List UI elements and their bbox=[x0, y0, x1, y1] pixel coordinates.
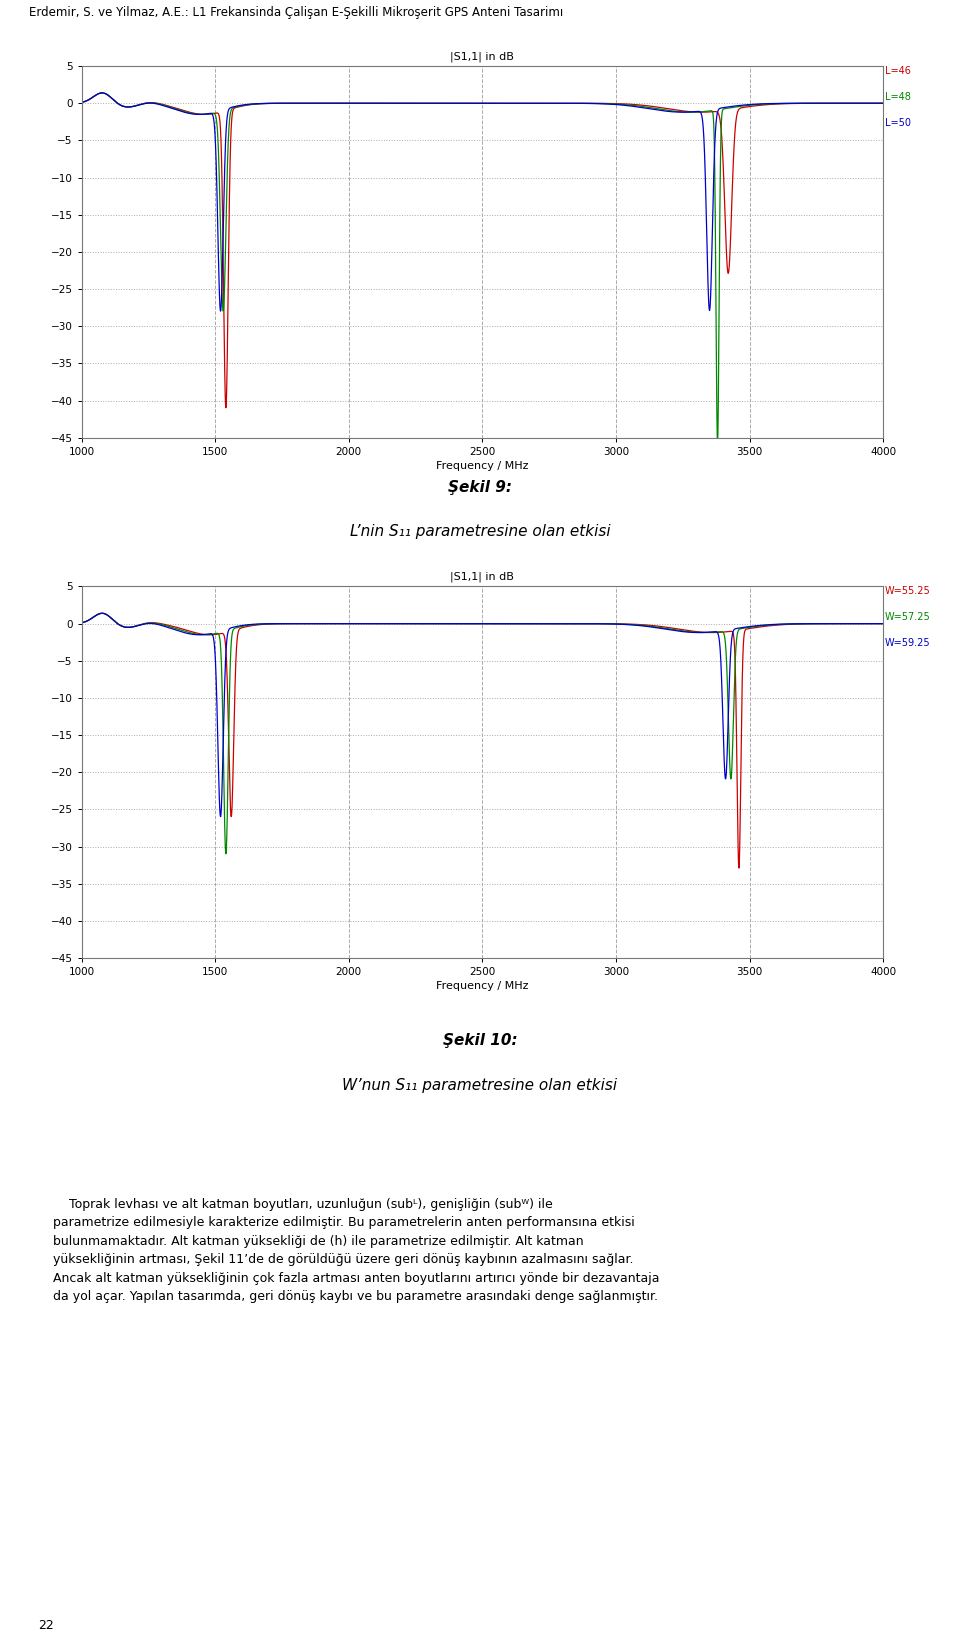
Text: L=50: L=50 bbox=[885, 119, 911, 129]
Text: L=46: L=46 bbox=[885, 66, 911, 76]
Text: 22: 22 bbox=[38, 1619, 54, 1632]
X-axis label: Frequency / MHz: Frequency / MHz bbox=[436, 981, 529, 991]
Text: Toprak levhası ve alt katman boyutları, uzunluğun (subᴸ), genişliğin (subᵂ) ile
: Toprak levhası ve alt katman boyutları, … bbox=[53, 1198, 660, 1303]
Text: W=59.25: W=59.25 bbox=[885, 638, 930, 649]
X-axis label: Frequency / MHz: Frequency / MHz bbox=[436, 461, 529, 471]
Text: L=48: L=48 bbox=[885, 93, 911, 102]
Text: W=57.25: W=57.25 bbox=[885, 613, 930, 623]
Text: W=55.25: W=55.25 bbox=[885, 586, 930, 596]
Title: |S1,1| in dB: |S1,1| in dB bbox=[450, 572, 515, 582]
Text: Erdemir, S. ve Yilmaz, A.E.: L1 Frekansinda Çalişan E-Şekilli Mikroşerit GPS Ant: Erdemir, S. ve Yilmaz, A.E.: L1 Frekansi… bbox=[29, 5, 564, 18]
Text: L’nin S₁₁ parametresine olan etkisi: L’nin S₁₁ parametresine olan etkisi bbox=[349, 524, 611, 540]
Text: W’nun S₁₁ parametresine olan etkisi: W’nun S₁₁ parametresine olan etkisi bbox=[343, 1077, 617, 1094]
Text: Şekil 9:: Şekil 9: bbox=[448, 479, 512, 496]
Text: Şekil 10:: Şekil 10: bbox=[443, 1032, 517, 1049]
Title: |S1,1| in dB: |S1,1| in dB bbox=[450, 51, 515, 61]
